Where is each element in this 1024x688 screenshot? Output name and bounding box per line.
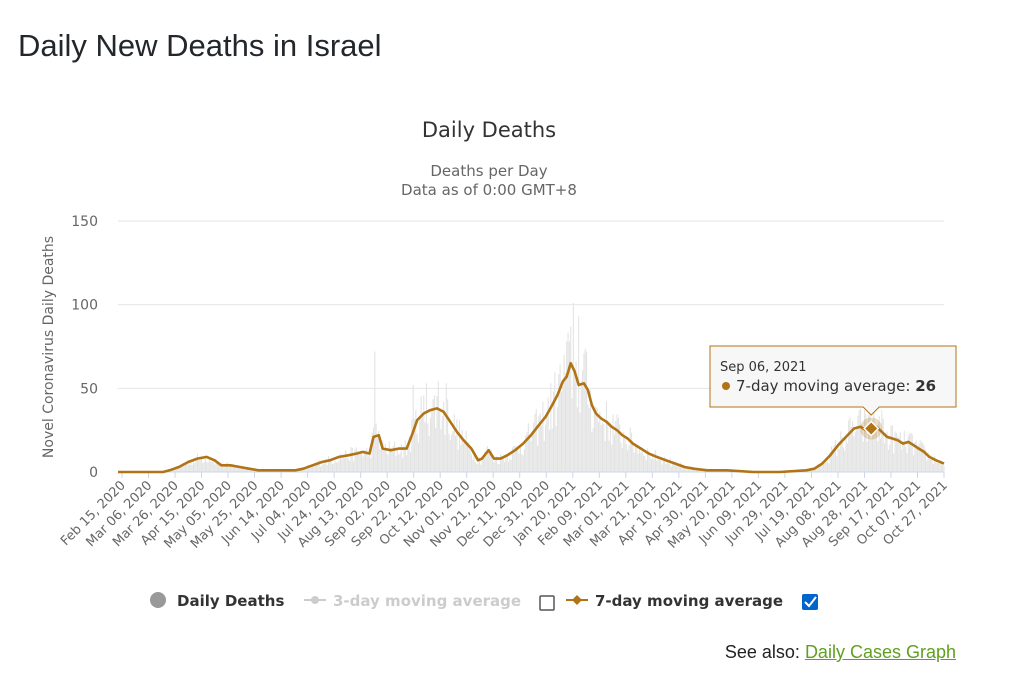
legend-3-day-checkbox[interactable] <box>539 595 555 611</box>
y-axis-ticks: 0 50 100 150 <box>71 214 98 481</box>
hover-marker[interactable] <box>863 420 880 437</box>
y-tick-label: 50 <box>80 381 98 397</box>
series-line-7-day-moving-average[interactable] <box>118 361 945 474</box>
legend-7-day-checkmark-icon <box>804 596 817 608</box>
legend-7-day-label[interactable]: 7-day moving average <box>595 592 783 610</box>
y-axis-label: Novel Coronavirus Daily Deaths <box>41 236 57 458</box>
daily-deaths-chart: Daily Deaths Deaths per Day Data as of 0… <box>41 118 957 611</box>
tooltip-series-dot <box>722 382 730 390</box>
page-title: Daily New Deaths in Israel <box>18 28 382 63</box>
chart-subtitle-line2: Data as of 0:00 GMT+8 <box>401 181 577 199</box>
y-tick-label: 0 <box>89 465 98 481</box>
tooltip-series-value: 7-day moving average: 26 <box>736 377 936 395</box>
see-also-label: See also: <box>724 642 800 662</box>
y-tick-label: 150 <box>71 214 98 230</box>
legend-3-day-label[interactable]: 3-day moving average <box>333 592 521 610</box>
chart-title: Daily Deaths <box>422 118 556 142</box>
tooltip-box <box>709 345 957 416</box>
chart-subtitle-line1: Deaths per Day <box>430 162 547 180</box>
legend-7-day-marker[interactable] <box>572 595 582 605</box>
legend-daily-deaths-marker[interactable] <box>150 592 166 608</box>
legend-7-day-checkbox[interactable] <box>802 594 818 610</box>
see-also: See also: Daily Cases Graph <box>725 642 956 663</box>
legend-3-day-marker[interactable] <box>311 596 319 604</box>
legend: Daily Deaths 3-day moving average 7-day … <box>150 592 818 611</box>
daily-cases-graph-link[interactable]: Daily Cases Graph <box>804 642 956 662</box>
y-tick-label: 100 <box>71 298 98 314</box>
tooltip: Sep 06, 2021 7-day moving average: 26 <box>709 345 957 440</box>
legend-daily-deaths-label[interactable]: Daily Deaths <box>177 592 284 610</box>
tooltip-date: Sep 06, 2021 <box>720 360 807 375</box>
